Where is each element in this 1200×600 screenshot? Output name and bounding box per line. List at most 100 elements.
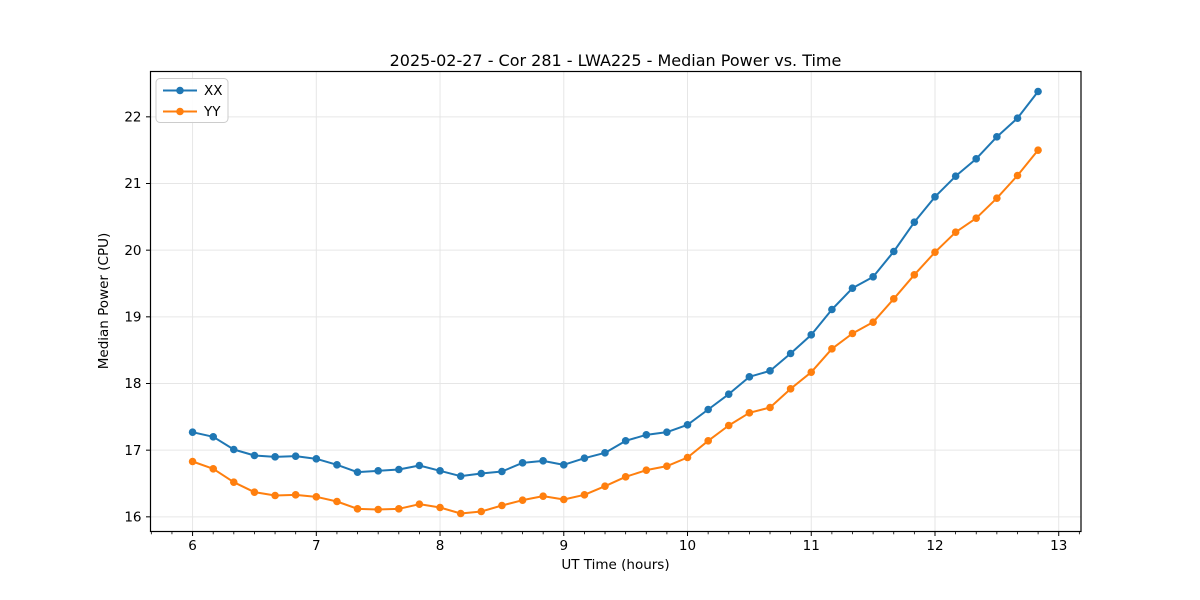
data-point-XX xyxy=(188,428,197,436)
data-point-YY xyxy=(724,421,733,430)
data-point-XX xyxy=(951,172,960,180)
data-point-XX xyxy=(931,193,939,201)
y-tick-label: 22 xyxy=(124,110,141,126)
data-point-YY xyxy=(518,496,527,504)
data-point-XX xyxy=(333,461,341,469)
axes-spines xyxy=(149,70,1082,533)
data-point-YY xyxy=(766,403,774,412)
data-point-XX xyxy=(456,472,465,480)
data-point-YY xyxy=(807,368,816,376)
data-point-XX xyxy=(663,428,671,436)
data-point-XX xyxy=(229,445,238,454)
data-point-YY xyxy=(951,228,960,236)
data-point-YY xyxy=(539,492,547,500)
data-point-XX xyxy=(642,431,651,439)
data-point-YY xyxy=(477,507,486,516)
data-point-YY xyxy=(642,466,651,474)
data-point-XX xyxy=(1013,114,1022,122)
data-point-XX xyxy=(395,465,403,474)
data-point-YY xyxy=(1034,146,1042,154)
data-point-YY xyxy=(312,493,321,501)
y-tick-label: 21 xyxy=(124,176,141,192)
data-point-XX xyxy=(724,390,733,398)
data-point-YY xyxy=(848,329,857,338)
data-point-YY xyxy=(993,194,1001,202)
data-point-XX xyxy=(601,449,609,457)
x-tick-label: 10 xyxy=(679,538,696,554)
data-point-YY xyxy=(786,385,795,393)
data-point-XX xyxy=(889,247,898,256)
data-point-YY xyxy=(972,214,980,222)
data-point-YY xyxy=(229,478,238,486)
data-point-XX xyxy=(518,459,527,467)
data-point-XX xyxy=(745,373,754,381)
data-point-XX xyxy=(993,133,1001,141)
data-point-YY xyxy=(601,482,609,490)
data-point-XX xyxy=(786,349,795,358)
data-point-YY xyxy=(704,437,712,445)
data-point-XX xyxy=(848,284,857,292)
data-point-YY xyxy=(745,409,754,417)
data-point-XX xyxy=(291,452,300,460)
x-axis-label: UT Time (hours) xyxy=(561,557,670,573)
data-point-XX xyxy=(559,461,568,469)
y-tick-label: 20 xyxy=(124,243,141,259)
x-tick-label: 9 xyxy=(559,538,568,554)
data-point-YY xyxy=(869,318,877,326)
x-tick-label: 12 xyxy=(926,538,943,554)
data-point-YY xyxy=(910,271,919,279)
series-XX-line xyxy=(192,90,1039,478)
x-tick-label: 7 xyxy=(312,538,321,554)
data-point-YY xyxy=(663,462,671,470)
data-point-XX xyxy=(209,433,218,441)
data-point-XX xyxy=(312,455,321,463)
data-point-YY xyxy=(828,345,836,353)
data-point-YY xyxy=(333,497,341,506)
x-tick-label: 11 xyxy=(803,538,820,554)
legend-label-XX: XX xyxy=(204,83,223,99)
data-point-XX xyxy=(539,457,547,465)
data-point-XX xyxy=(498,467,506,476)
data-point-XX xyxy=(250,451,259,460)
data-point-XX xyxy=(374,467,382,475)
data-point-YY xyxy=(621,473,630,481)
data-point-YY xyxy=(250,488,259,496)
data-point-XX xyxy=(436,467,444,475)
legend-marker-XX xyxy=(176,86,184,95)
data-point-XX xyxy=(704,405,712,414)
data-point-YY xyxy=(498,501,506,510)
data-point-YY xyxy=(353,505,362,513)
y-tick-label: 16 xyxy=(124,510,141,526)
data-point-XX xyxy=(972,155,980,163)
data-point-XX xyxy=(353,468,362,476)
data-point-YY xyxy=(683,453,692,462)
data-point-XX xyxy=(477,469,486,478)
data-point-YY xyxy=(209,465,218,473)
data-point-XX xyxy=(580,454,589,462)
chart-title: 2025-02-27 - Cor 281 - LWA225 - Median P… xyxy=(389,51,842,70)
legend-marker-YY xyxy=(176,107,184,116)
data-point-YY xyxy=(1013,171,1022,180)
data-point-YY xyxy=(559,495,568,504)
y-tick-label: 18 xyxy=(124,376,141,392)
y-tick-label: 17 xyxy=(124,443,141,459)
data-point-YY xyxy=(580,491,589,499)
data-point-XX xyxy=(621,437,630,445)
data-point-YY xyxy=(271,491,279,500)
data-point-YY xyxy=(456,509,465,518)
data-point-XX xyxy=(683,421,692,429)
data-point-YY xyxy=(395,505,403,513)
data-point-XX xyxy=(869,273,877,281)
data-point-YY xyxy=(889,295,898,303)
y-tick-label: 19 xyxy=(124,310,141,326)
x-tick-label: 8 xyxy=(436,538,445,554)
data-point-XX xyxy=(271,453,279,461)
data-point-YY xyxy=(931,248,939,256)
data-point-XX xyxy=(910,218,919,226)
data-point-XX xyxy=(828,305,836,314)
data-point-XX xyxy=(1034,87,1042,96)
legend-label-YY: YY xyxy=(203,104,221,120)
data-point-XX xyxy=(415,461,424,470)
